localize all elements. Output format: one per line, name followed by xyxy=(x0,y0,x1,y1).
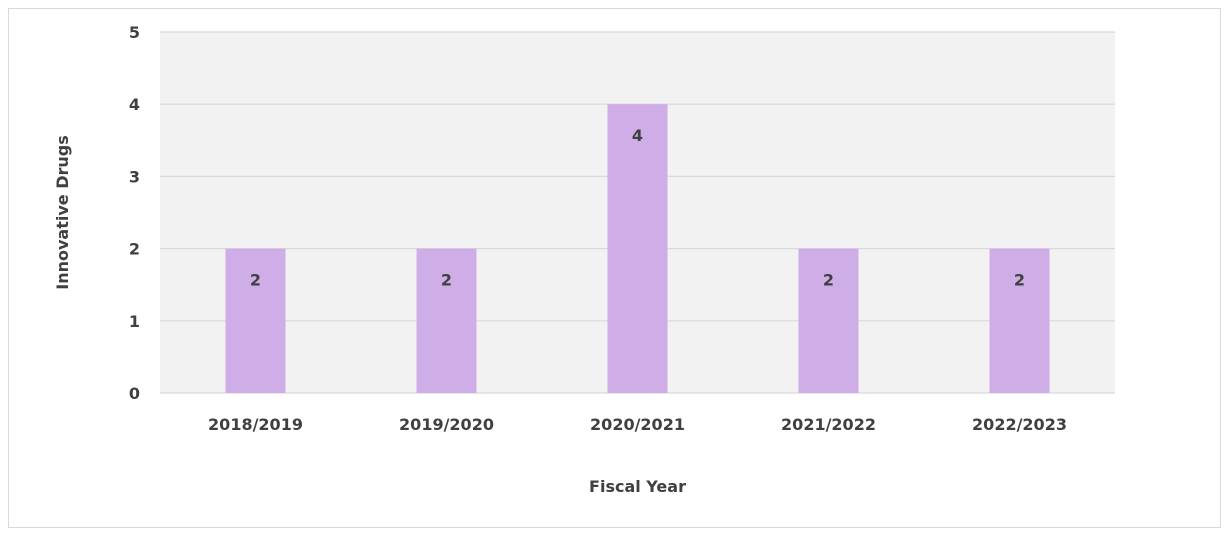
y-tick-label: 3 xyxy=(129,167,140,186)
bar-value-label: 2 xyxy=(441,271,452,290)
y-axis-ticks: 0 1 2 3 4 5 xyxy=(129,23,140,403)
bar-value-label: 4 xyxy=(632,126,643,145)
x-tick-label: 2022/2023 xyxy=(972,415,1067,434)
x-tick-label: 2018/2019 xyxy=(208,415,303,434)
y-tick-label: 0 xyxy=(129,384,140,403)
data-labels: 2 2 4 2 2 xyxy=(250,126,1025,289)
bar xyxy=(607,104,668,393)
x-axis-ticks: 2018/2019 2019/2020 2020/2021 2021/2022 2022… xyxy=(208,415,1067,434)
y-tick-label: 2 xyxy=(129,240,140,259)
bar xyxy=(798,248,859,393)
bar-value-label: 2 xyxy=(1014,271,1025,290)
bar xyxy=(225,248,286,393)
bar-value-label: 2 xyxy=(250,271,261,290)
bar xyxy=(989,248,1050,393)
x-axis-title: Fiscal Year xyxy=(589,477,686,496)
y-tick-label: 5 xyxy=(129,23,140,42)
x-tick-label: 2019/2020 xyxy=(399,415,494,434)
y-tick-label: 1 xyxy=(129,312,140,331)
bar xyxy=(416,248,477,393)
x-tick-label: 2021/2022 xyxy=(781,415,876,434)
y-axis-title: Innovative Drugs xyxy=(53,135,72,289)
y-tick-label: 4 xyxy=(129,95,140,114)
bars xyxy=(225,104,1050,393)
x-tick-label: 2020/2021 xyxy=(590,415,685,434)
bar-value-label: 2 xyxy=(823,271,834,290)
